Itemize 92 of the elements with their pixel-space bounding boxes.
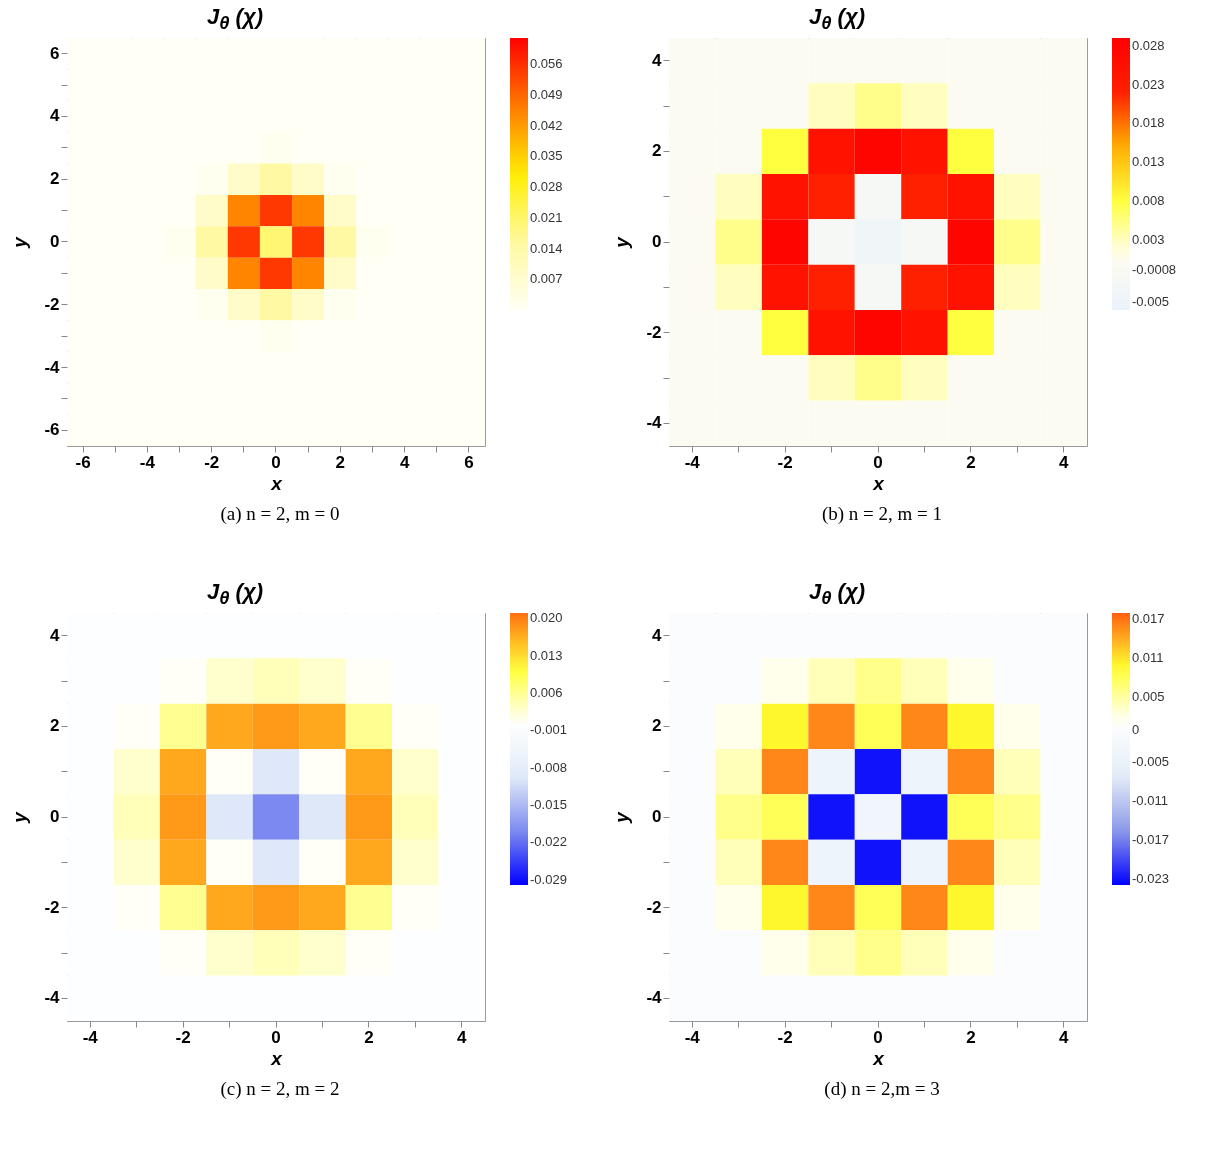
y-axis-title: y — [611, 235, 633, 249]
color-bar-label: 0.020 — [530, 610, 563, 626]
color-bar-label: 0.008 — [1132, 193, 1165, 209]
color-bar-label: -0.017 — [1132, 831, 1169, 847]
x-tick-label: -2 — [204, 452, 220, 472]
color-bar-label: 0.005 — [1132, 689, 1165, 705]
color-bar-label: 0.011 — [1132, 650, 1164, 666]
color-bar-label: 0.013 — [530, 647, 563, 663]
x-tick-label: 0 — [873, 1027, 883, 1047]
y-axis-title: y — [9, 810, 31, 824]
color-bar-label: -0.029 — [530, 871, 567, 887]
x-tick-label: 4 — [1059, 452, 1070, 472]
x-tick-label: 4 — [457, 1027, 468, 1047]
x-axis-title: x — [872, 472, 886, 494]
color-bar-label: 0.013 — [1132, 154, 1165, 170]
color-bar-label: 0.017 — [1132, 611, 1165, 627]
y-axis-title: y — [611, 810, 633, 824]
color-bar-label: 0.035 — [530, 148, 563, 164]
chart-title: J$_{θ}$ (χ) — [206, 3, 264, 34]
x-tick-label: -2 — [777, 1027, 793, 1047]
y-tick-label: -4 — [44, 357, 61, 377]
y-tick-label: 6 — [50, 43, 60, 63]
y-tick-label: -2 — [44, 897, 60, 917]
x-tick-label: 2 — [966, 452, 976, 472]
color-bar-label: 0.056 — [530, 56, 563, 72]
x-tick-label: -4 — [139, 452, 156, 472]
color-bar-label: 0.023 — [1132, 76, 1165, 92]
y-tick-label: 0 — [652, 807, 662, 826]
color-bar-label: 0.021 — [530, 209, 563, 225]
y-tick-label: 4 — [652, 625, 663, 645]
y-tick-label: 2 — [50, 716, 60, 736]
color-bar-label: -0.015 — [530, 797, 567, 812]
x-tick-label: 2 — [966, 1027, 976, 1047]
chart-title: J$_{θ}$ (χ) — [808, 578, 866, 609]
y-tick-label: 2 — [652, 716, 662, 736]
x-tick-label: -4 — [684, 452, 701, 472]
text: (a) n = 2, m = 0 — [219, 503, 341, 525]
chart-title: J$_{θ}$ (χ) — [808, 3, 866, 34]
y-tick-label: 2 — [652, 141, 662, 161]
color-bar-label: 0 — [1132, 721, 1140, 737]
x-tick-label: -2 — [777, 452, 793, 472]
x-tick-label: 0 — [271, 452, 281, 472]
x-tick-label: -4 — [82, 1027, 99, 1047]
y-tick-label: 4 — [50, 625, 61, 645]
y-tick-label: -4 — [646, 413, 663, 433]
color-bar-label: 0.049 — [530, 87, 563, 103]
color-bar-label: 0.006 — [530, 685, 563, 700]
y-tick-label: -6 — [44, 420, 60, 440]
y-tick-label: -2 — [44, 294, 60, 314]
color-bar-label: -0.005 — [1132, 753, 1169, 769]
y-tick-label: -4 — [44, 988, 61, 1008]
color-bar-label: 0.018 — [1132, 115, 1165, 131]
y-tick-label: 4 — [652, 50, 663, 70]
x-tick-label: -6 — [75, 452, 91, 472]
x-tick-label: 4 — [399, 452, 410, 472]
color-bar-label: -0.023 — [1132, 870, 1169, 886]
x-tick-label: 0 — [873, 452, 883, 472]
y-tick-label: -4 — [646, 988, 663, 1008]
color-bar-label: 0.003 — [1132, 232, 1165, 248]
y-tick-label: -2 — [646, 322, 662, 342]
color-bar-label: 0.042 — [530, 117, 563, 133]
x-tick-label: 2 — [335, 452, 346, 472]
color-bar-label: 0.007 — [530, 271, 563, 287]
text: (c) n = 2, m = 2 — [219, 1078, 341, 1100]
x-axis-title: x — [270, 1047, 284, 1069]
y-tick-label: 0 — [652, 232, 662, 251]
y-tick-label: 0 — [50, 807, 60, 826]
color-bar-label: -0.005 — [1132, 294, 1169, 310]
x-axis-title: x — [270, 472, 284, 494]
color-bar-label: -0.001 — [530, 722, 567, 738]
color-bar-label: 0.028 — [530, 179, 563, 195]
y-tick-label: 0 — [50, 232, 60, 251]
chart-title: J$_{θ}$ (χ) — [206, 578, 264, 609]
color-bar-label: -0.022 — [530, 834, 567, 850]
y-axis-title: y — [9, 235, 31, 249]
color-bar-label: -0.0008 — [1132, 261, 1177, 277]
color-bar-label: 0.028 — [1132, 37, 1165, 53]
x-tick-label: 0 — [271, 1027, 281, 1047]
y-tick-label: -2 — [646, 897, 662, 917]
x-tick-label: -2 — [175, 1027, 191, 1047]
x-tick-label: -4 — [684, 1027, 701, 1047]
y-tick-label: 2 — [50, 169, 60, 189]
y-tick-label: 4 — [50, 106, 61, 126]
text: (b) n = 2, m = 1 — [820, 503, 944, 525]
x-tick-label: 6 — [464, 452, 474, 472]
color-bar-label: -0.008 — [530, 759, 567, 775]
color-bar-label: -0.011 — [1132, 792, 1168, 808]
x-tick-label: 4 — [1059, 1027, 1070, 1047]
x-axis-title: x — [872, 1047, 886, 1069]
color-bar-label: 0.014 — [530, 240, 563, 256]
text: (d) n = 2,m = 3 — [823, 1078, 941, 1100]
x-tick-label: 2 — [364, 1027, 374, 1047]
